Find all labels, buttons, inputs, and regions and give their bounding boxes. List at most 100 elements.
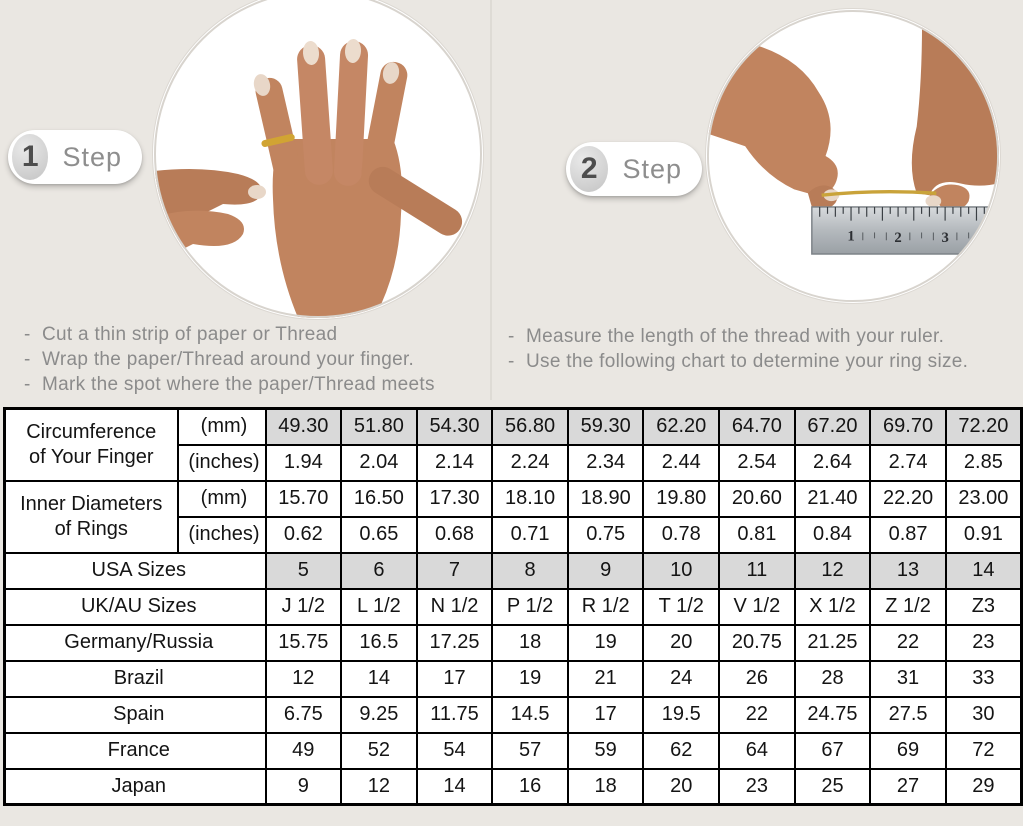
row-group-label-line1: Circumference (26, 420, 157, 443)
instruction-item: - Cut a thin strip of paper or Thread (24, 322, 435, 347)
step2-badge: 2 Step (566, 142, 702, 196)
size-value-cell: 64 (718, 731, 796, 770)
size-value-cell: 72 (944, 731, 1023, 770)
size-value-cell: 69 (869, 731, 947, 770)
size-value-cell: 0.91 (944, 515, 1023, 554)
size-value-cell: 0.78 (642, 515, 721, 554)
size-value-cell: 27.5 (869, 695, 947, 734)
size-value-cell: 62 (642, 731, 721, 770)
row-group-label: Circumference of Your Finger (3, 407, 179, 482)
size-value-cell: 16.50 (340, 479, 418, 518)
size-value-cell: 17.30 (415, 479, 494, 518)
size-value-cell: 12 (340, 767, 418, 806)
size-value-cell: 14 (340, 659, 418, 698)
instruction-text: Wrap the paper/Thread around your finger… (42, 349, 415, 370)
size-value-cell: 54.30 (415, 407, 494, 446)
dash-bullet: - (24, 374, 31, 395)
table-row: Brazil 12 14 17 19 21 24 26 28 31 33 (3, 659, 1023, 698)
size-value-cell: 7 (415, 551, 494, 590)
unit-cell: (inches) (176, 443, 267, 482)
size-value-cell: 17 (415, 659, 494, 698)
size-value-cell: 2.24 (491, 443, 569, 482)
size-value-cell: V 1/2 (718, 587, 796, 626)
size-value-cell: 11.75 (415, 695, 494, 734)
size-value-cell: 22 (869, 623, 947, 662)
size-value-cell: 12 (793, 551, 872, 590)
size-value-cell: 13 (869, 551, 947, 590)
size-value-cell: T 1/2 (642, 587, 721, 626)
instruction-text: Use the following chart to determine you… (526, 351, 969, 372)
size-value-cell: 2.74 (869, 443, 947, 482)
region-label: Japan (3, 767, 267, 806)
size-value-cell: 57 (491, 731, 569, 770)
size-value-cell: 19.80 (642, 479, 721, 518)
size-value-cell: 18.90 (566, 479, 645, 518)
size-value-cell: 5 (264, 551, 343, 590)
size-value-cell: 0.65 (340, 515, 418, 554)
instruction-text: Measure the length of the thread with yo… (526, 326, 945, 347)
size-value-cell: 2.85 (944, 443, 1023, 482)
size-value-cell: 28 (793, 659, 872, 698)
size-value-cell: 2.44 (642, 443, 721, 482)
size-value-cell: 31 (869, 659, 947, 698)
svg-text:3: 3 (941, 230, 948, 246)
size-value-cell: 23 (718, 767, 796, 806)
size-value-cell: 0.68 (415, 515, 494, 554)
size-value-cell: 23 (944, 623, 1023, 662)
size-value-cell: 49 (264, 731, 343, 770)
size-value-cell: 9.25 (340, 695, 418, 734)
section-divider (490, 0, 492, 400)
size-value-cell: 24.75 (793, 695, 872, 734)
size-value-cell: R 1/2 (566, 587, 645, 626)
size-value-cell: 20 (642, 767, 721, 806)
size-value-cell: 22.20 (869, 479, 947, 518)
svg-text:2: 2 (894, 230, 901, 246)
size-value-cell: 0.71 (491, 515, 569, 554)
size-value-cell: N 1/2 (415, 587, 494, 626)
instruction-text: Cut a thin strip of paper or Thread (42, 324, 338, 345)
size-value-cell: 24 (642, 659, 721, 698)
size-value-cell: 17.25 (415, 623, 494, 662)
size-value-cell: 72.20 (944, 407, 1023, 446)
step1-instructions: - Cut a thin strip of paper or Thread - … (24, 322, 435, 397)
size-value-cell: 25 (793, 767, 872, 806)
size-value-cell: Z 1/2 (869, 587, 947, 626)
instruction-item: - Measure the length of the thread with … (508, 324, 968, 349)
size-value-cell: 2.54 (718, 443, 796, 482)
size-value-cell: 22 (718, 695, 796, 734)
row-group-label-line1: Inner Diameters (20, 492, 163, 515)
size-value-cell: 23.00 (944, 479, 1023, 518)
size-value-cell: 0.84 (793, 515, 872, 554)
table-row: France 49 52 54 57 59 62 64 67 69 72 (3, 731, 1023, 770)
table-row: Germany/Russia 15.75 16.5 17.25 18 19 20 20.75 2… (3, 623, 1023, 662)
size-value-cell: 12 (264, 659, 343, 698)
size-conversion-table: Circumference of Your Finger (mm) 49.30 51.8… (3, 407, 1023, 806)
table-row: Japan 9 12 14 16 18 20 23 25 27 29 (3, 767, 1023, 806)
size-value-cell: 21.25 (793, 623, 872, 662)
row-group-label: Inner Diameters of Rings (3, 479, 179, 554)
size-value-cell: 2.64 (793, 443, 872, 482)
size-value-cell: 0.87 (869, 515, 947, 554)
size-value-cell: 19.5 (642, 695, 721, 734)
size-value-cell: 26 (718, 659, 796, 698)
step1-number: 1 (12, 134, 49, 180)
size-value-cell: 19 (566, 623, 645, 662)
table-row: USA Sizes 5 6 7 8 9 10 11 12 13 14 (3, 551, 1023, 590)
size-value-cell: 14.5 (491, 695, 569, 734)
measuring-thread-illustration: 1 2 3 (706, 9, 1000, 303)
size-value-cell: 0.81 (718, 515, 796, 554)
instruction-item: - Use the following chart to determine y… (508, 349, 968, 374)
dash-bullet: - (24, 324, 31, 345)
size-value-cell: 2.14 (415, 443, 494, 482)
instruction-item: - Mark the spot where the paper/Thread m… (24, 372, 435, 397)
table-row: Inner Diameters of Rings (mm) 15.70 16.50 17.… (3, 479, 1023, 554)
size-value-cell: 9 (264, 767, 343, 806)
size-value-cell: 51.80 (340, 407, 418, 446)
size-value-cell: 49.30 (264, 407, 343, 446)
table-row: Circumference of Your Finger (mm) 49.30 51.8… (3, 407, 1023, 482)
unit-cell: (inches) (176, 515, 267, 554)
size-value-cell: 0.75 (566, 515, 645, 554)
dash-bullet: - (24, 349, 31, 370)
dash-bullet: - (508, 326, 515, 347)
